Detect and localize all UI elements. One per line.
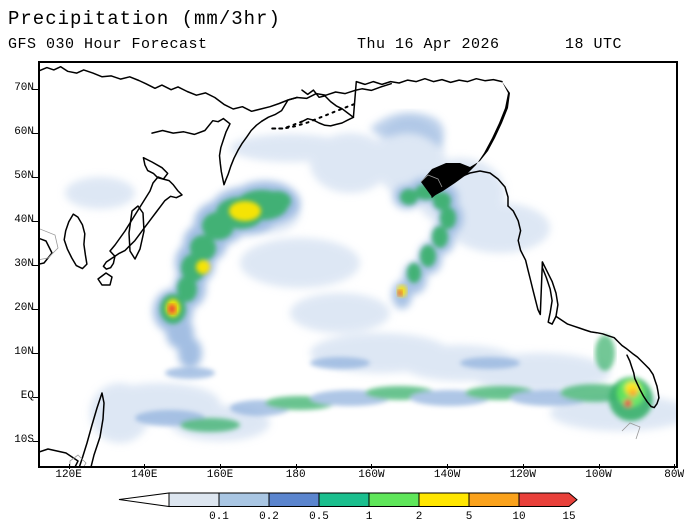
svg-text:10: 10 — [512, 511, 525, 523]
svg-text:2: 2 — [416, 511, 423, 523]
svg-text:5: 5 — [466, 511, 473, 523]
svg-text:0.2: 0.2 — [259, 511, 279, 523]
svg-text:0.1: 0.1 — [209, 511, 229, 523]
svg-text:15: 15 — [562, 511, 575, 523]
svg-text:0.5: 0.5 — [309, 511, 329, 523]
svg-text:1: 1 — [366, 511, 373, 523]
